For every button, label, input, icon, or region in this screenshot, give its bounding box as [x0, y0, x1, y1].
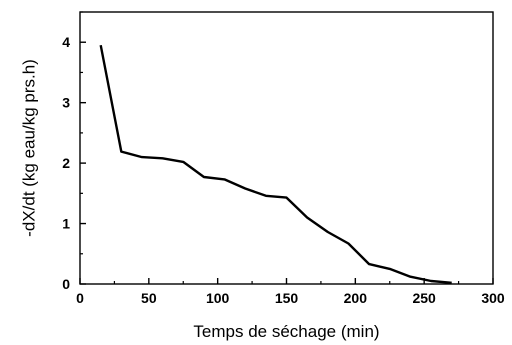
- y-axis-title: -dX/dt (kg eau/kg prs.h): [19, 59, 38, 237]
- x-tick-label-0: 0: [76, 290, 84, 306]
- x-axis-title: Temps de séchage (min): [193, 322, 379, 341]
- x-tick-label-150: 150: [275, 290, 299, 306]
- series-layer: [99, 44, 452, 284]
- y-tick-label-4: 4: [62, 34, 70, 50]
- x-tick-label-50: 50: [141, 290, 157, 306]
- x-tick-label-250: 250: [412, 290, 436, 306]
- plot-frame: [79, 11, 494, 285]
- x-tick-label-300: 300: [481, 290, 505, 306]
- series-line-1: [99, 44, 452, 284]
- x-tick-label-100: 100: [206, 290, 230, 306]
- y-tick-label-1: 1: [62, 216, 70, 232]
- y-tick-label-2: 2: [62, 155, 70, 171]
- x-tick-label-200: 200: [344, 290, 368, 306]
- y-tick-label-0: 0: [62, 276, 70, 292]
- y-tick-label-3: 3: [62, 95, 70, 111]
